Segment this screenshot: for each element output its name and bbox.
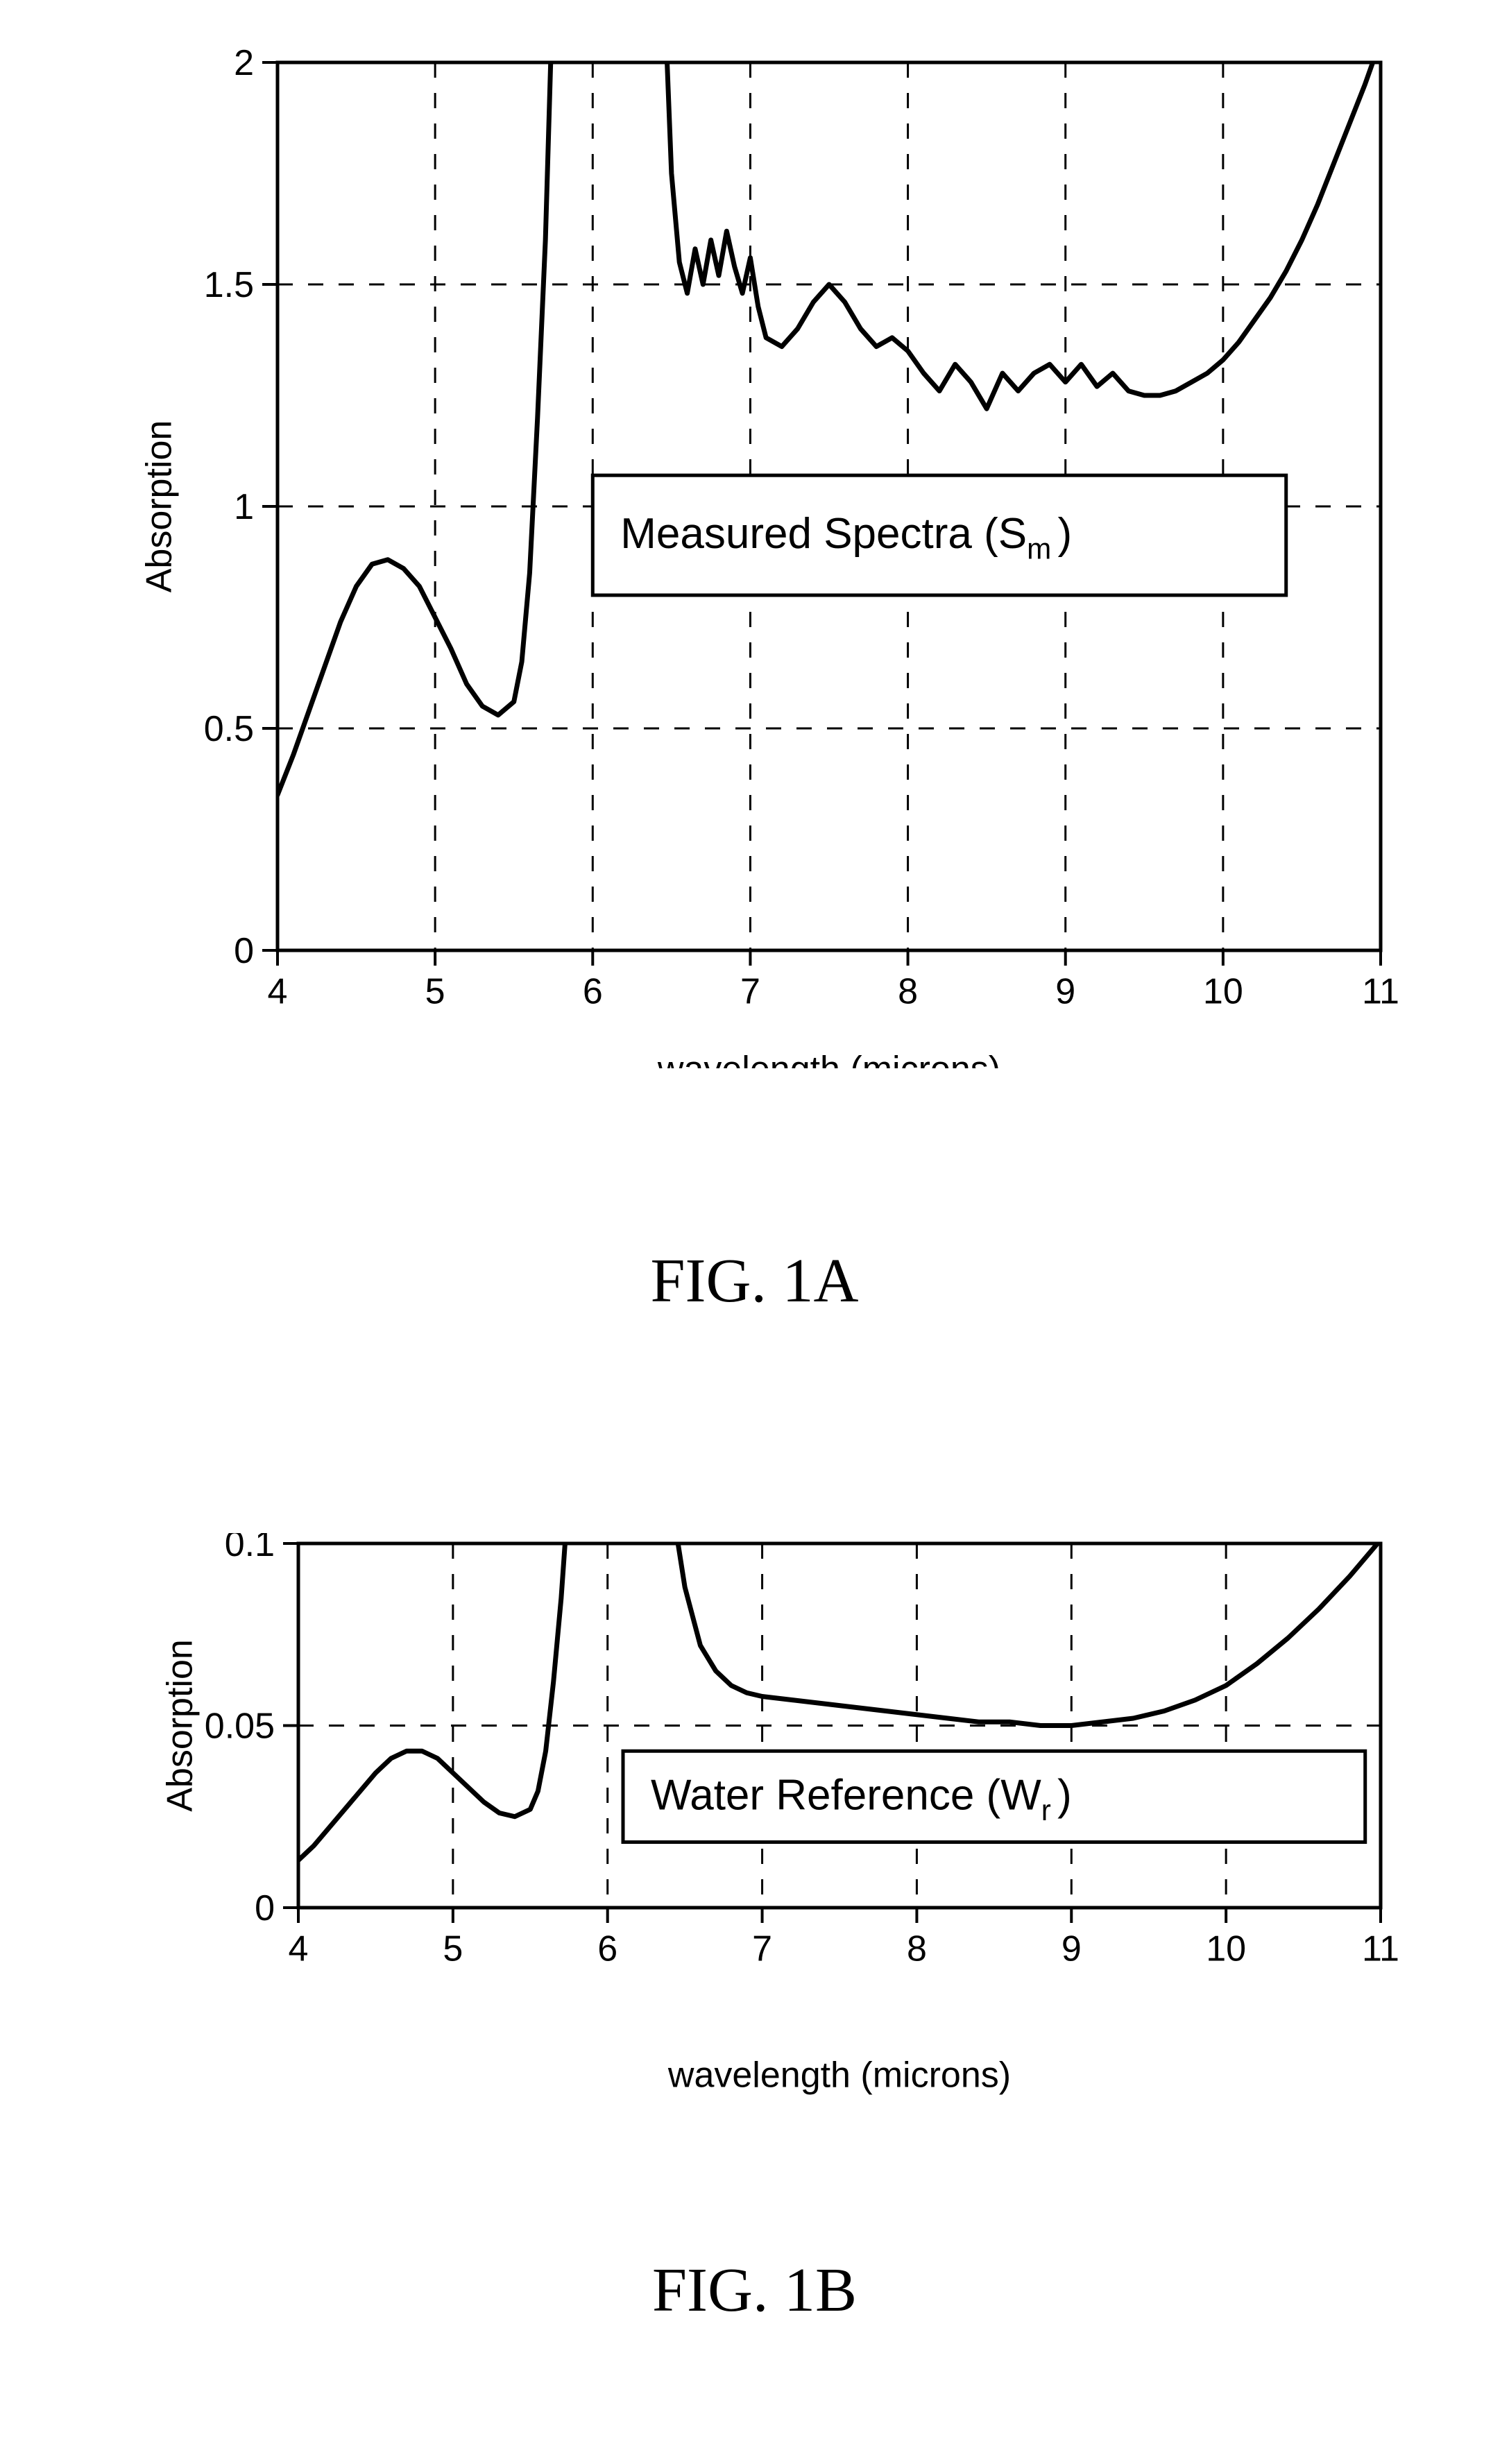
data-series-line [278,49,1381,795]
y-tick-label: 0 [255,1888,275,1928]
y-tick-label: 0.05 [205,1706,275,1747]
x-tick-label: 5 [443,1929,463,1969]
figure-1a-chart: 4 5 6 7 8 9 10 11 0 0.5 1 1.5 2 wavelength (microns) A… [132,49,1415,1068]
page: 4 5 6 7 8 9 10 11 0 0.5 1 1.5 2 wavelength (microns) A… [0,0,1509,2464]
legend-box: Measured Spectra (Sm) [592,475,1286,595]
y-tick-label: 0 [234,931,254,971]
x-tick-label: 7 [752,1929,772,1969]
y-tick-label: 1 [234,487,254,527]
x-tick-label: 11 [1362,1929,1399,1969]
figure-1b-caption-text: FIG. 1B [652,2256,857,2325]
x-tick-label: 8 [907,1929,927,1969]
legend-label: Measured Spectra (Sm) [620,510,1072,565]
y-tick-label: 0.1 [225,1533,275,1564]
grid [298,1543,1381,1908]
legend-label: Water Reference (Wr) [651,1771,1072,1826]
y-axis-label: Absorption [139,420,179,593]
x-tick-label: 7 [740,972,760,1012]
figure-1b-caption: FIG. 1B [0,2255,1509,2326]
figure-1a-caption: FIG. 1A [0,1245,1509,1317]
x-tick-label: 9 [1062,1929,1082,1969]
legend-box: Water Reference (Wr) [623,1751,1365,1842]
x-tick-label: 4 [268,972,288,1012]
x-axis-label: wavelength (microns) [657,1050,1000,1068]
x-tick-label: 6 [597,1929,617,1969]
figure-1a-caption-text: FIG. 1A [650,1247,858,1315]
x-tick-label: 10 [1203,972,1243,1012]
figure-1b-chart: 4 5 6 7 8 9 10 11 0 0.05 0.1 wavelength (microns) Ab… [132,1533,1415,2102]
x-tick-label: 10 [1206,1929,1246,1969]
y-tick-label: 2 [234,49,254,83]
y-tick-label: 0.5 [204,709,254,749]
x-tick-label: 9 [1055,972,1075,1012]
x-tick-label: 11 [1362,972,1399,1012]
y-tick-label: 1.5 [204,265,254,305]
y-axis-label: Absorption [160,1639,200,1812]
x-tick-label: 4 [289,1929,309,1969]
x-tick-label: 5 [425,972,445,1012]
x-tick-label: 6 [583,972,603,1012]
x-axis-label: wavelength (microns) [667,2055,1011,2096]
x-tick-label: 8 [898,972,918,1012]
